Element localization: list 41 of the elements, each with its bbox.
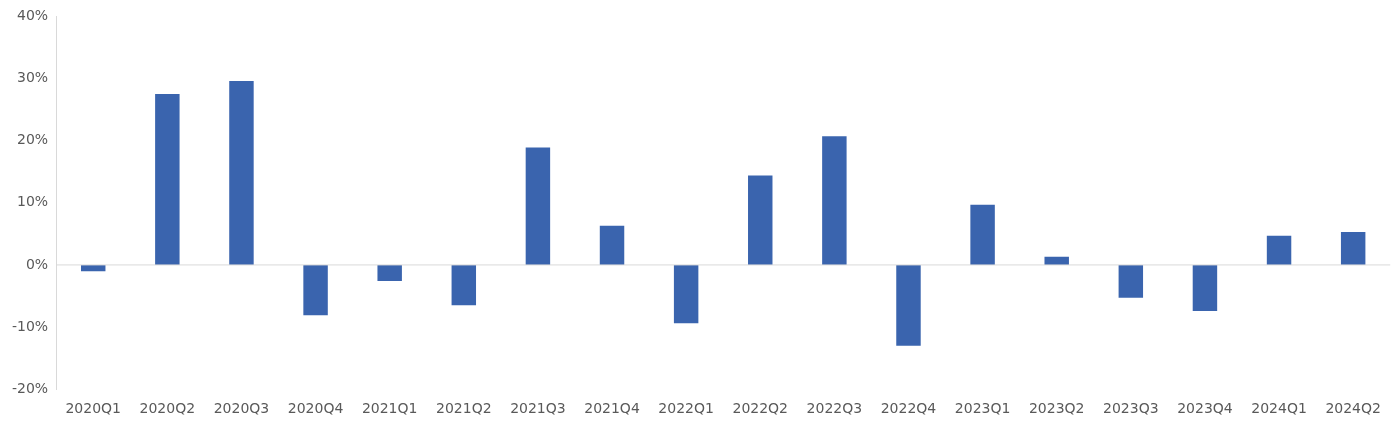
x-tick-label: 2020Q3 bbox=[213, 400, 270, 417]
bar bbox=[525, 147, 551, 265]
bar bbox=[970, 204, 995, 265]
x-tick-label: 2021Q4 bbox=[584, 400, 640, 417]
x-tick-label: 2021Q1 bbox=[361, 400, 418, 417]
bar bbox=[748, 175, 773, 265]
y-tick-label: 40% bbox=[17, 7, 49, 24]
y-tick-label: 20% bbox=[17, 131, 49, 148]
y-tick-label: 30% bbox=[17, 69, 49, 86]
bar bbox=[303, 264, 328, 316]
x-tick-label: 2022Q1 bbox=[658, 400, 714, 417]
x-tick-label: 2024Q2 bbox=[1325, 400, 1381, 417]
y-tick-label: -20% bbox=[12, 379, 49, 396]
x-tick-label: 2023Q4 bbox=[1177, 400, 1233, 417]
y-tick-label: -10% bbox=[12, 317, 49, 334]
bar bbox=[896, 264, 921, 346]
bar bbox=[1192, 264, 1218, 311]
bar bbox=[1118, 264, 1144, 298]
bar bbox=[822, 136, 847, 265]
x-tick-label: 2023Q3 bbox=[1103, 400, 1159, 417]
bar bbox=[1340, 232, 1366, 265]
bar bbox=[377, 264, 402, 282]
x-tick-label: 2020Q4 bbox=[287, 400, 344, 417]
bar bbox=[599, 225, 625, 265]
bar bbox=[673, 264, 699, 324]
y-tick-label: 0% bbox=[25, 255, 49, 272]
bar bbox=[1266, 235, 1292, 265]
x-tick-label: 2022Q3 bbox=[806, 400, 863, 417]
bar bbox=[229, 81, 254, 265]
bar bbox=[451, 264, 477, 306]
y-tick-label: 10% bbox=[17, 193, 49, 210]
x-tick-label: 2020Q1 bbox=[65, 400, 122, 417]
x-tick-label: 2021Q3 bbox=[510, 400, 566, 417]
x-tick-label: 2022Q2 bbox=[732, 400, 789, 417]
x-tick-label: 2023Q1 bbox=[954, 400, 1011, 417]
bar bbox=[155, 94, 180, 265]
x-tick-label: 2024Q1 bbox=[1251, 400, 1307, 417]
x-tick-label: 2023Q2 bbox=[1028, 400, 1085, 417]
x-tick-label: 2022Q4 bbox=[880, 400, 937, 417]
x-tick-label: 2020Q2 bbox=[139, 400, 196, 417]
x-tick-label: 2021Q2 bbox=[436, 400, 492, 417]
